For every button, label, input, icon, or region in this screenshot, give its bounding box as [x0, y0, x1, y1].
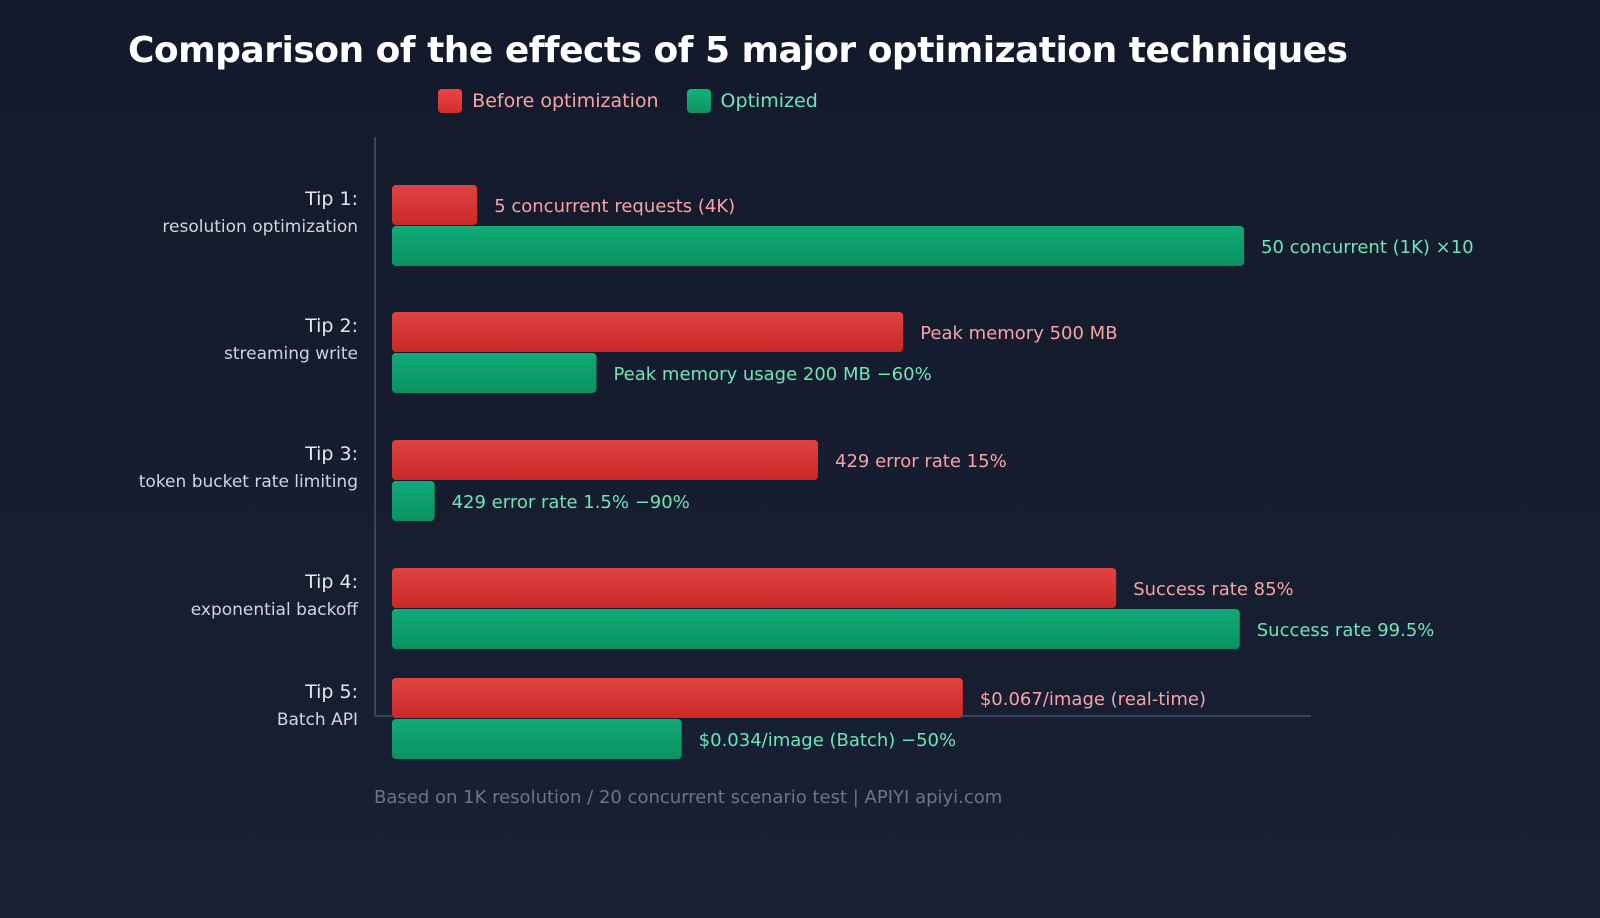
- category-label-tip: Tip 3:: [304, 443, 358, 465]
- bar-optimized-tip-3: [392, 481, 435, 521]
- data-label: Success rate 85%: [1133, 579, 1293, 600]
- data-label: Success rate 99.5%: [1257, 620, 1435, 641]
- category-label-tip: Tip 1:: [304, 188, 358, 210]
- bar-optimized-tip-5: [392, 719, 682, 759]
- legend-optimized: Optimized: [686, 89, 818, 113]
- data-label: 429 error rate 1.5% −90%: [452, 492, 690, 513]
- category-label-desc: token bucket rate limiting: [139, 472, 358, 492]
- category-label-tip: Tip 4:: [304, 571, 358, 593]
- legend-swatch-before: [438, 89, 463, 113]
- legend: Before optimization Optimized: [0, 89, 1256, 113]
- data-label: 429 error rate 15%: [835, 451, 1007, 472]
- data-label: Peak memory usage 200 MB −60%: [613, 364, 931, 385]
- category-label-desc: streaming write: [224, 344, 358, 364]
- category-label-tip: Tip 5:: [304, 681, 358, 703]
- category-label-desc: exponential backoff: [191, 600, 360, 620]
- bar-optimized-tip-2: [392, 353, 597, 393]
- legend-before: Before optimization: [438, 89, 659, 113]
- bar-before-tip-1: [392, 185, 478, 225]
- category-label-desc: Batch API: [277, 710, 358, 730]
- category-label-tip: Tip 2:: [304, 315, 358, 337]
- bar-optimized-tip-1: [392, 226, 1244, 266]
- bar-before-tip-2: [392, 312, 904, 352]
- bar-before-tip-3: [392, 440, 818, 480]
- data-label: 50 concurrent (1K) ×10: [1261, 237, 1474, 258]
- data-label: $0.067/image (real-time): [980, 689, 1206, 710]
- footnote: Based on 1K resolution / 20 concurrent s…: [374, 787, 1003, 808]
- chart-title: Comparison of the effects of 5 major opt…: [128, 30, 1348, 71]
- data-label: $0.034/image (Batch) −50%: [699, 730, 956, 751]
- bar-optimized-tip-4: [392, 609, 1240, 649]
- bar-before-tip-5: [392, 678, 963, 718]
- legend-label-before: Before optimization: [472, 90, 659, 112]
- bar-before-tip-4: [392, 568, 1117, 608]
- category-label-desc: resolution optimization: [162, 217, 358, 237]
- legend-label-optimized: Optimized: [720, 90, 818, 112]
- data-label: Peak memory 500 MB: [920, 323, 1117, 344]
- legend-swatch-optimized: [686, 89, 711, 113]
- data-label: 5 concurrent requests (4K): [494, 196, 735, 217]
